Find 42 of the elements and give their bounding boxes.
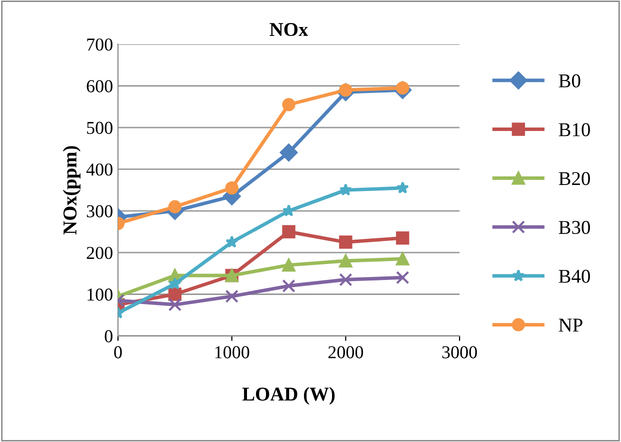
x-tick-label: 1000	[215, 346, 250, 358]
point	[396, 270, 410, 284]
legend-label: B40	[558, 270, 590, 283]
point	[225, 181, 238, 195]
y-tick-label: 300	[86, 205, 112, 218]
x-axis-title: LOAD (W)	[242, 387, 335, 405]
point	[396, 181, 409, 194]
x-tick-label: 3000	[442, 346, 477, 358]
legend-label: NP	[558, 318, 582, 332]
point	[282, 98, 296, 112]
point	[339, 254, 352, 268]
legend-label: B0	[558, 74, 580, 88]
y-tick-label: 0	[104, 330, 112, 342]
legend-label: B10	[558, 123, 590, 136]
y-tick-label: 200	[86, 246, 112, 260]
point	[396, 252, 410, 266]
point	[168, 200, 182, 214]
point	[168, 277, 182, 290]
point	[282, 204, 296, 216]
y-axis-title: NOx(ppm)	[62, 146, 80, 235]
legend-label: B20	[558, 172, 590, 186]
legend-label: B30	[558, 220, 590, 234]
x-tick-label: 0	[114, 346, 122, 358]
chart-title: NOx	[270, 22, 308, 36]
point	[226, 236, 238, 248]
point	[282, 258, 296, 272]
point	[282, 279, 296, 293]
point	[225, 290, 238, 303]
point	[282, 225, 296, 238]
point	[396, 231, 410, 245]
y-tick-label: 600	[86, 80, 112, 92]
point	[280, 144, 298, 162]
point	[339, 236, 352, 249]
y-tick-label: 500	[87, 122, 112, 134]
point	[339, 183, 352, 196]
y-tick-label: 100	[88, 288, 112, 301]
point	[339, 273, 352, 286]
y-tick-label: 700	[87, 38, 112, 51]
y-tick-label: 400	[86, 163, 112, 176]
x-tick-label: 2000	[328, 346, 364, 358]
point	[168, 288, 182, 301]
point	[168, 298, 182, 312]
